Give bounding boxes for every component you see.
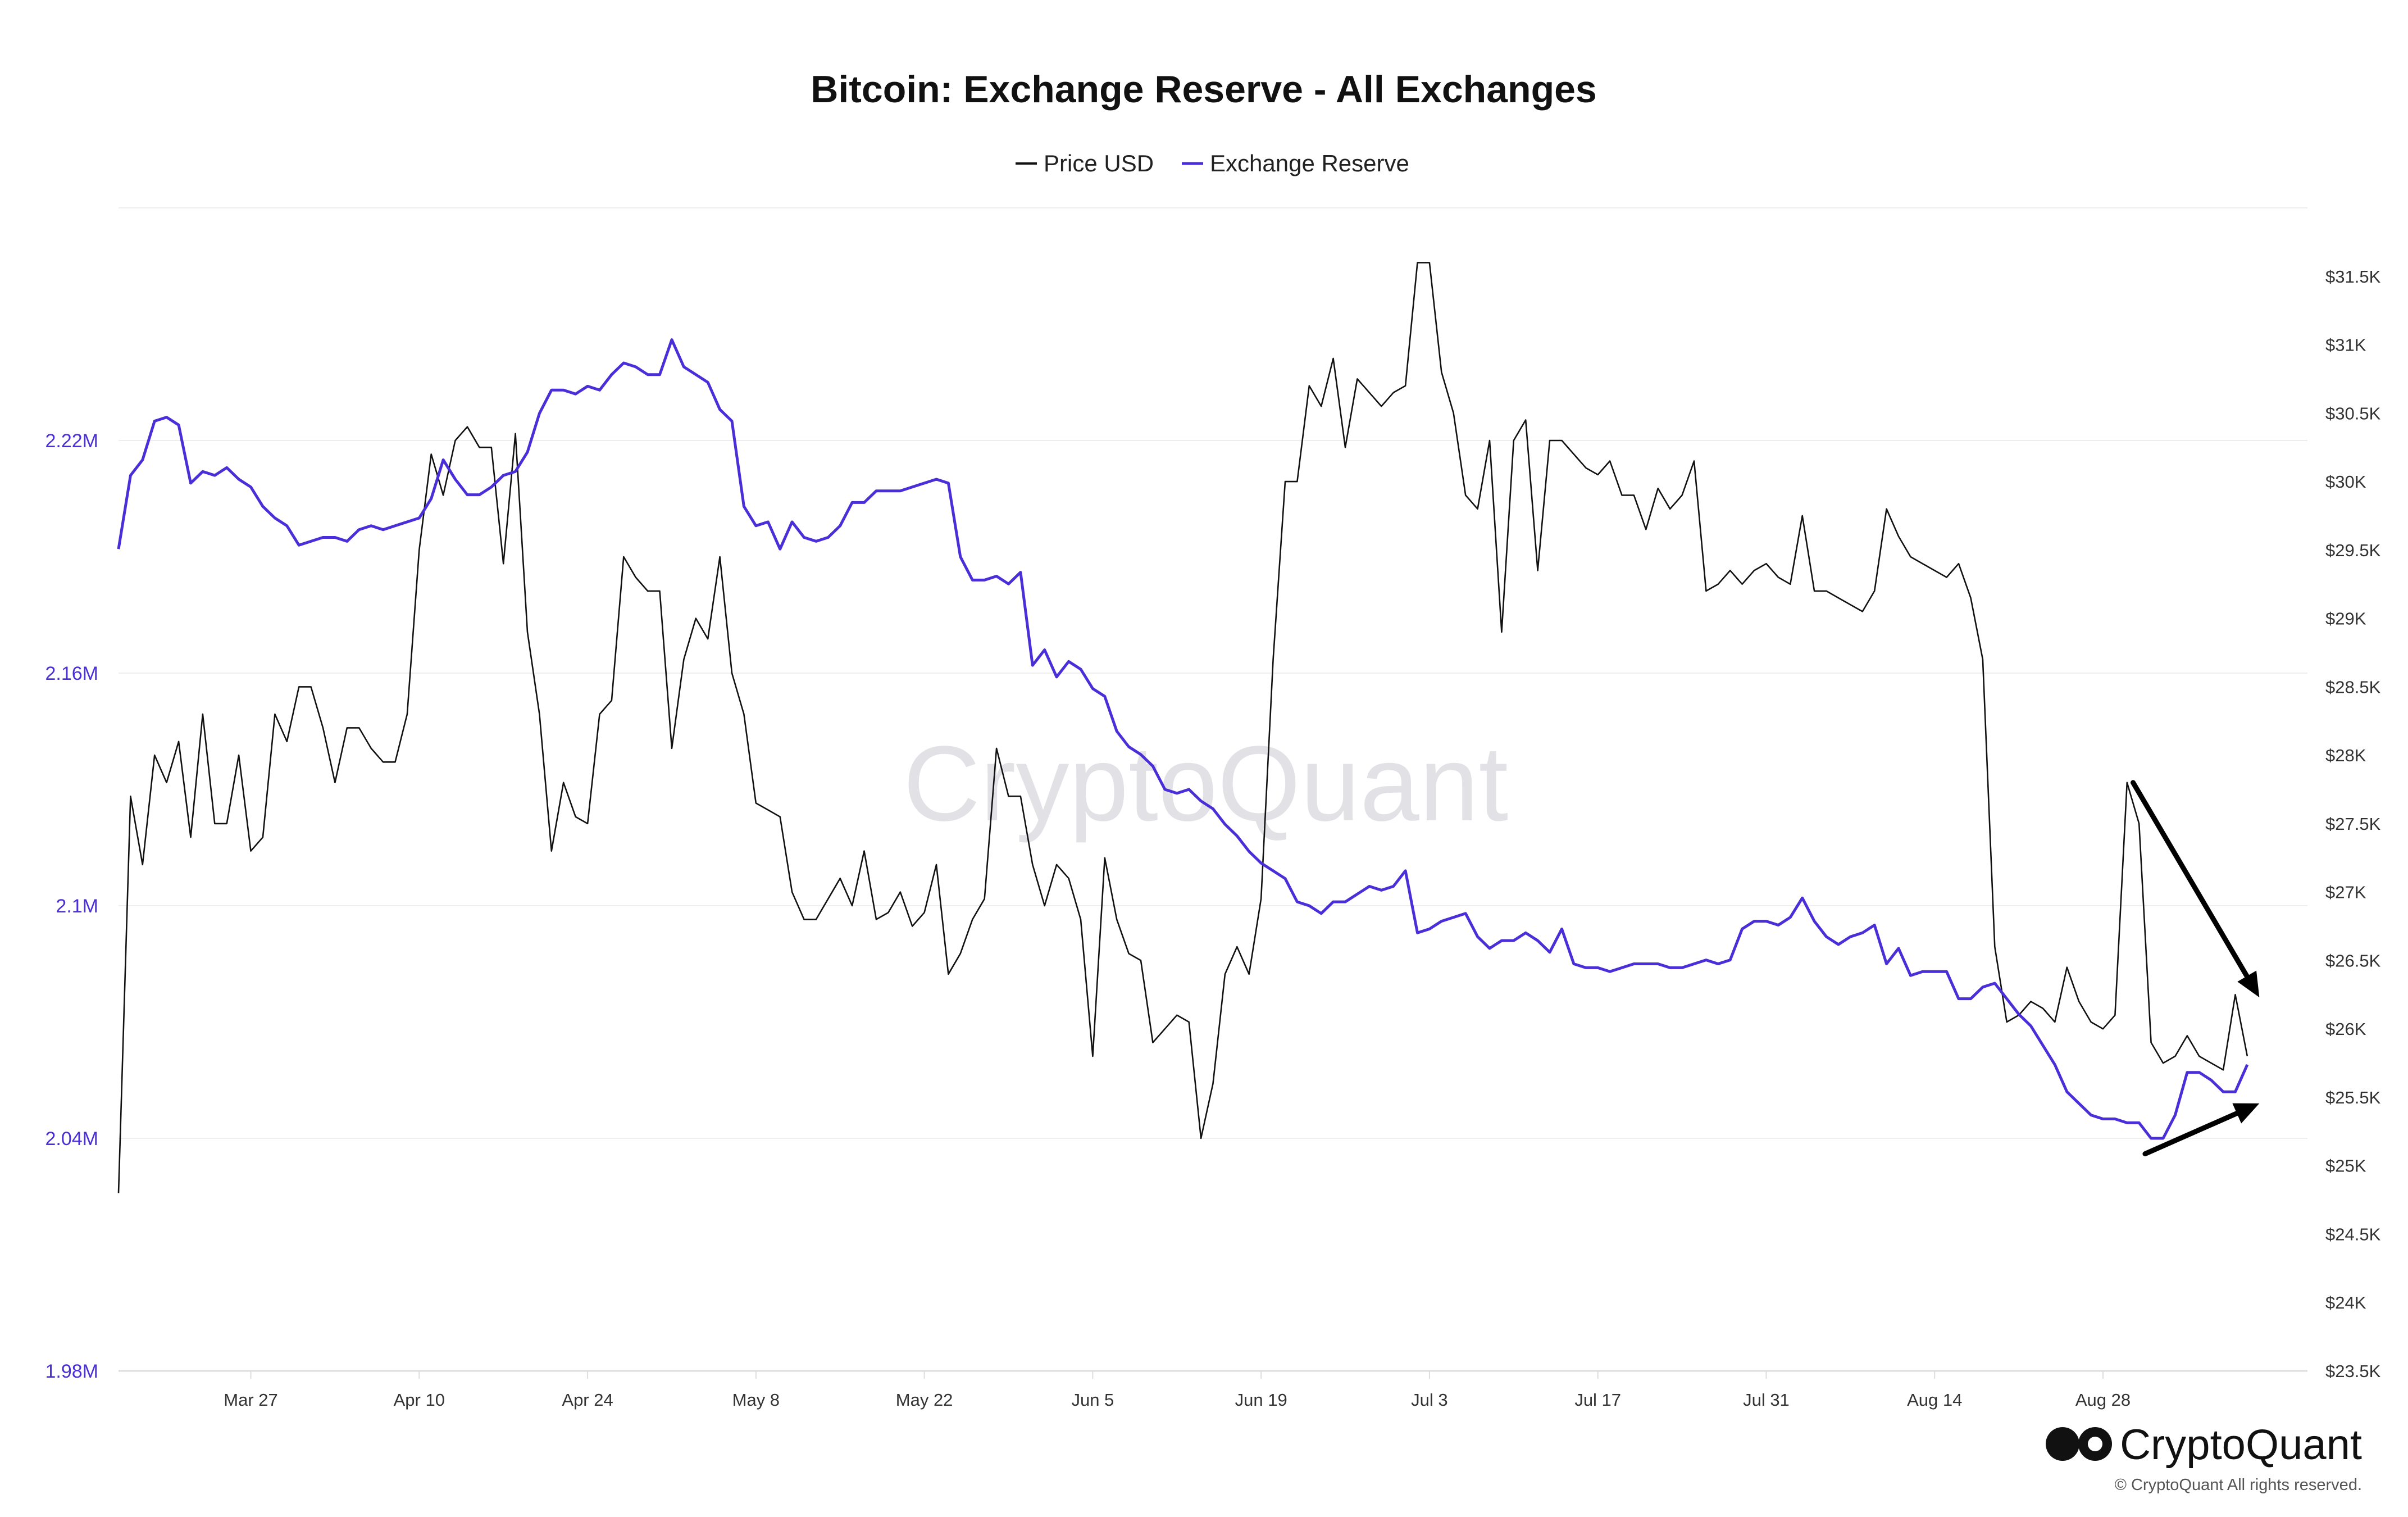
left-tick-label: 2.1M [56, 896, 98, 917]
arrow-down-price [2131, 780, 2260, 998]
arrow-shaft [2142, 1109, 2242, 1157]
cryptoquant-logo: CryptoQuant [2046, 1421, 2362, 1469]
x-tick-label: Jun 19 [1235, 1390, 1287, 1410]
logo-mark-left-icon [2046, 1427, 2079, 1461]
right-tick-label: $25K [2325, 1156, 2366, 1176]
x-tick-label: Jul 17 [1574, 1390, 1621, 1410]
arrow-head [2232, 1103, 2260, 1124]
watermark: CryptoQuant [903, 724, 1508, 843]
legend-reserve-label: Exchange Reserve [1210, 150, 1409, 176]
x-tick-label: Jul 3 [1411, 1390, 1447, 1410]
right-tick-label: $26K [2325, 1019, 2366, 1039]
right-tick-label: $24K [2325, 1293, 2366, 1312]
exchange-reserve-line [117, 338, 2249, 1140]
left-tick-label: 2.04M [45, 1128, 99, 1150]
x-tick-label: Jun 5 [1071, 1390, 1114, 1410]
annotations [2131, 780, 2260, 1157]
legend-price-label: Price USD [1044, 150, 1154, 176]
logo-mark-hole-icon [2088, 1437, 2102, 1451]
right-tick-label: $29.5K [2325, 541, 2381, 560]
arrow-up-reserve [2142, 1103, 2260, 1157]
right-tick-label: $25.5K [2325, 1088, 2381, 1107]
chart-title: Bitcoin: Exchange Reserve - All Exchange… [811, 68, 1597, 111]
right-tick-label: $30.5K [2325, 403, 2381, 423]
left-tick-label: 1.98M [45, 1361, 99, 1382]
arrow-shaft [2131, 780, 2251, 982]
copyright: © CryptoQuant All rights reserved. [2115, 1476, 2362, 1494]
left-tick-label: 2.22M [45, 430, 99, 452]
x-tick-label: Aug 14 [1907, 1390, 1962, 1410]
x-tick-label: Aug 28 [2075, 1390, 2131, 1410]
right-tick-label: $23.5K [2325, 1361, 2381, 1381]
x-tick-label: Apr 10 [394, 1390, 445, 1410]
right-tick-label: $31K [2325, 335, 2366, 355]
x-tick-label: Apr 24 [562, 1390, 613, 1410]
x-axis: Mar 27 Apr 10 Apr 24 May 8 May 22 Jun 5 Jun 19… [224, 1371, 2131, 1410]
left-axis: 1.98M 2.04M 2.1M 2.16M 2.22M [45, 430, 99, 1382]
right-tick-label: $24.5K [2325, 1224, 2381, 1244]
x-tick-label: Mar 27 [224, 1390, 277, 1410]
right-tick-label: $31.5K [2325, 267, 2381, 287]
right-tick-label: $26.5K [2325, 951, 2381, 970]
x-tick-label: Jul 31 [1743, 1390, 1790, 1410]
left-tick-label: 2.16M [45, 663, 99, 684]
x-tick-label: May 22 [896, 1390, 953, 1410]
price-usd-line [117, 262, 2248, 1193]
arrow-head [2237, 970, 2260, 998]
brand-name: CryptoQuant [2120, 1421, 2362, 1469]
legend: Price USD Exchange Reserve [1016, 150, 1409, 176]
right-axis: $23.5K $24K $24.5K $25K $25.5K $26K $26.5K $27K… [2325, 267, 2381, 1381]
right-tick-label: $30K [2325, 472, 2366, 492]
grid [119, 207, 2307, 1372]
right-tick-label: $27K [2325, 883, 2366, 902]
right-tick-label: $29K [2325, 609, 2366, 629]
right-tick-label: $28.5K [2325, 677, 2381, 697]
x-tick-label: May 8 [732, 1390, 780, 1410]
right-tick-label: $28K [2325, 746, 2366, 765]
right-tick-label: $27.5K [2325, 814, 2381, 834]
